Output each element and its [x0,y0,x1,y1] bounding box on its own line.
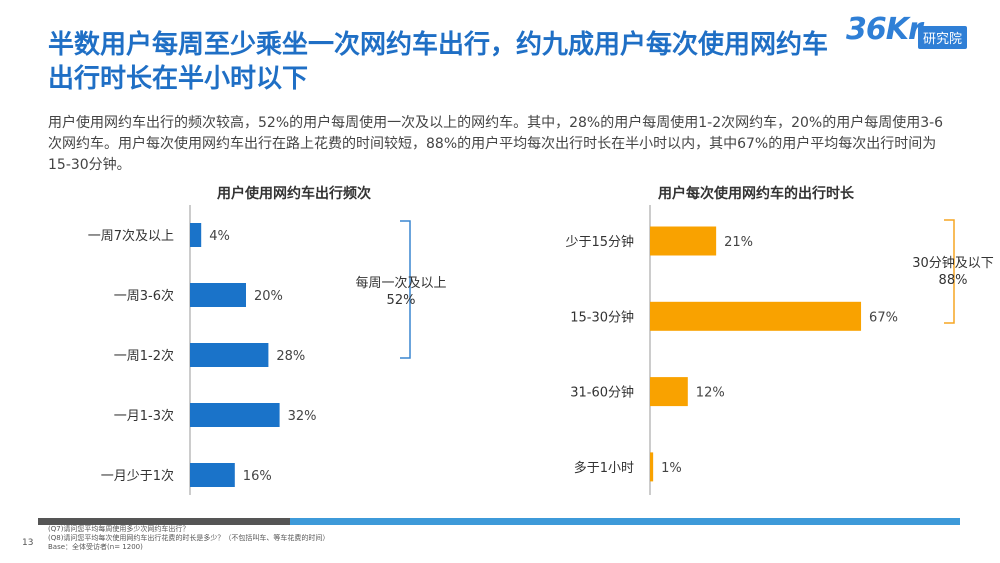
frequency-value-label: 20% [254,289,283,304]
footnotes: (Q7)请问您平均每周使用多少次网约车出行？ (Q8)请问您平均每次使用网约车出… [48,525,329,552]
frequency-category-label: 一周1-2次 [114,348,174,364]
frequency-chart: 用户使用网约车出行频次 一周7次及以上 4% 一周3-6次 20% 一周1-2次 28% 一… [88,185,371,495]
duration-category-label: 31-60分钟 [570,385,634,401]
frequency-bar [190,463,235,487]
weekly-bracket: 每周一次及以上 52% [355,220,447,359]
frequency-category-label: 一周7次及以上 [88,228,174,244]
footnote-base: Base：全体受访者(n= 1200) [48,543,143,551]
frequency-bar [190,223,202,247]
frequency-bar [190,403,280,427]
duration-bar [650,377,688,407]
logo-main: 36 [846,12,887,47]
duration-value-label: 21% [724,235,753,250]
logo-mark: 36Kr [846,12,923,47]
duration-bar [650,301,862,331]
footnote-q8: (Q8)请问您平均每次使用网约车出行花费的时长是多少？（不包括叫车、等车花费的时… [48,534,330,542]
frequency-bar [190,283,246,307]
under-30min-bracket-label: 30分钟及以下 [912,255,994,271]
logo-badge: 研究院 [918,26,968,49]
footer-divider-dark [38,518,290,525]
under-30min-bracket-line [944,219,955,324]
weekly-bracket-label: 每周一次及以上 [355,275,446,291]
duration-value-label: 67% [869,310,898,325]
duration-category-label: 15-30分钟 [570,309,634,325]
page-title: 半数用户每周至少乘坐一次网约车出行，约九成用户每次使用网约车出行时长在半小时以下 [48,30,829,94]
logo-sup: Kr [885,12,923,47]
weekly-bracket-value: 52% [387,293,416,308]
duration-bar [650,226,717,256]
brand-logo: 36Kr 研究院 [846,12,988,52]
footer-divider-blue [290,518,960,525]
under-30min-bracket-value: 88% [939,273,968,288]
duration-value-label: 1% [661,461,682,476]
frequency-chart-title: 用户使用网约车出行频次 [217,185,371,202]
frequency-value-label: 32% [288,409,317,424]
duration-chart: 用户每次使用网约车的出行时长 少于15分钟 21% 15-30分钟 67% 31-60分… [565,185,898,495]
duration-chart-title: 用户每次使用网约车的出行时长 [658,185,855,202]
duration-category-label: 少于15分钟 [565,234,634,250]
page-number: 13 [22,538,34,548]
frequency-value-label: 16% [243,469,272,484]
frequency-category-label: 一周3-6次 [114,288,174,304]
frequency-value-label: 28% [276,349,305,364]
weekly-bracket-line [400,220,411,359]
frequency-value-label: 4% [209,229,230,244]
duration-value-label: 12% [696,386,725,401]
duration-category-label: 多于1小时 [574,460,634,476]
frequency-category-label: 一月少于1次 [101,468,174,484]
under-30min-bracket: 30分钟及以下 88% [912,219,994,324]
footnote-q7: (Q7)请问您平均每周使用多少次网约车出行？ [48,525,190,533]
duration-bar [650,452,654,482]
frequency-bar [190,343,269,367]
summary-text: 用户使用网约车出行的频次较高，52%的用户每周使用一次及以上的网约车。其中，28… [48,115,944,173]
frequency-category-label: 一月1-3次 [114,408,174,424]
